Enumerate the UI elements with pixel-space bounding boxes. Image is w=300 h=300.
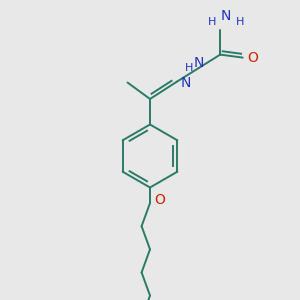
Text: H: H bbox=[185, 63, 193, 73]
Text: O: O bbox=[154, 193, 165, 206]
Text: H: H bbox=[208, 16, 216, 27]
Text: O: O bbox=[247, 51, 258, 64]
Text: N: N bbox=[194, 56, 204, 70]
Text: N: N bbox=[221, 10, 231, 23]
Text: H: H bbox=[236, 16, 244, 27]
Text: N: N bbox=[180, 76, 190, 90]
